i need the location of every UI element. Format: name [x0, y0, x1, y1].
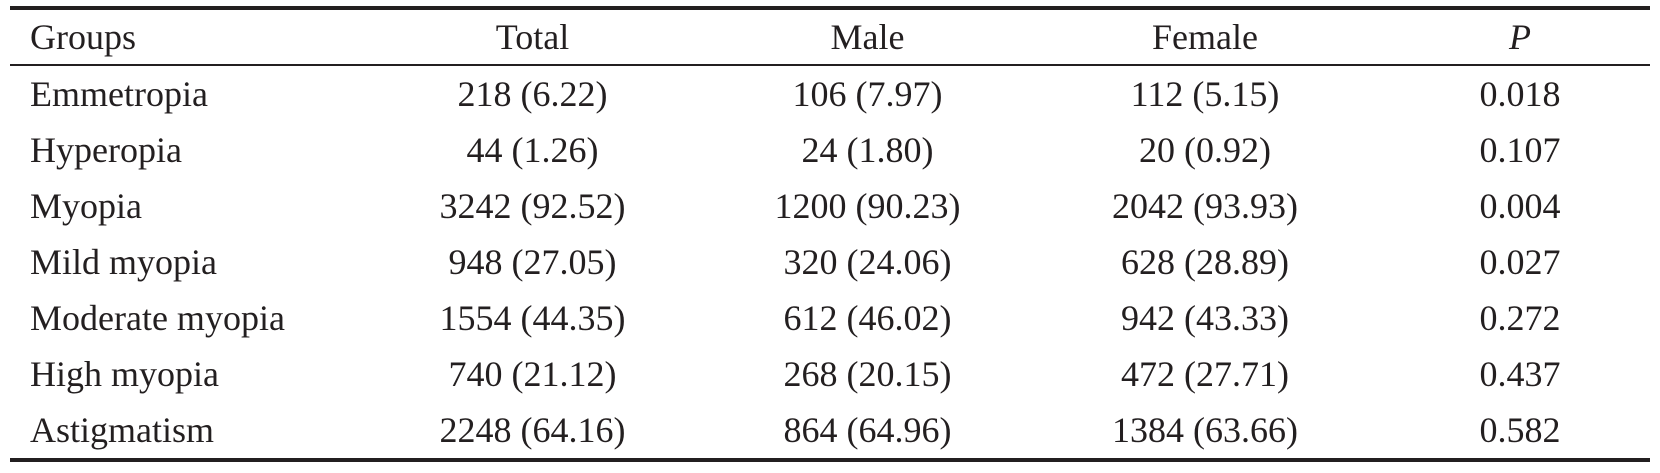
data-table-container: Groups Total Male Female P Emmetropia 21… [10, 6, 1650, 462]
cell-female: 942 (43.33) [1121, 298, 1289, 338]
table-row: Hyperopia 44 (1.26) 24 (1.80) 20 (0.92) … [10, 122, 1650, 178]
table-row: Astigmatism 2248 (64.16) 864 (64.96) 138… [10, 402, 1650, 460]
cell-female: 2042 (93.93) [1112, 186, 1298, 226]
table-row: Mild myopia 948 (27.05) 320 (24.06) 628 … [10, 234, 1650, 290]
cell-male: 320 (24.06) [783, 242, 952, 282]
cell-p-value: 0.437 [1479, 354, 1561, 394]
cell-p-value: 0.027 [1479, 242, 1561, 282]
cell-female: 472 (27.71) [1121, 354, 1289, 394]
cell-p-value: 0.004 [1479, 186, 1561, 226]
header-male: Male [830, 17, 905, 57]
row-group-label: High myopia [30, 354, 219, 394]
row-group-label: Hyperopia [30, 130, 182, 170]
row-group-label: Astigmatism [30, 410, 215, 450]
table-row: Emmetropia 218 (6.22) 106 (7.97) 112 (5.… [10, 65, 1650, 122]
cell-male: 268 (20.15) [783, 354, 952, 394]
header-female: Female [1152, 17, 1258, 57]
cell-male: 864 (64.96) [783, 410, 952, 450]
cell-male: 612 (46.02) [783, 298, 952, 338]
cell-male: 1200 (90.23) [774, 186, 961, 226]
cell-male: 106 (7.97) [792, 74, 943, 114]
cell-female: 628 (28.89) [1121, 242, 1289, 282]
cell-total: 1554 (44.35) [439, 298, 626, 338]
cell-p-value: 0.107 [1479, 130, 1561, 170]
table-row: High myopia 740 (21.12) 268 (20.15) 472 … [10, 346, 1650, 402]
cell-female: 20 (0.92) [1139, 130, 1271, 170]
cell-p-value: 0.272 [1479, 298, 1561, 338]
cell-male: 24 (1.80) [801, 130, 934, 170]
cell-p-value: 0.582 [1479, 410, 1561, 450]
cell-female: 112 (5.15) [1130, 74, 1280, 114]
cell-total: 218 (6.22) [457, 74, 608, 114]
refraction-table: Groups Total Male Female P Emmetropia 21… [10, 6, 1650, 462]
row-group-label: Mild myopia [30, 242, 217, 282]
cell-total: 948 (27.05) [448, 242, 617, 282]
cell-p-value: 0.018 [1479, 74, 1561, 114]
header-total: Total [495, 17, 570, 57]
header-groups: Groups [30, 17, 136, 57]
cell-total: 3242 (92.52) [439, 186, 626, 226]
header-row: Groups Total Male Female P [10, 8, 1650, 65]
table-row: Moderate myopia 1554 (44.35) 612 (46.02)… [10, 290, 1650, 346]
row-group-label: Myopia [30, 186, 142, 226]
cell-total: 44 (1.26) [466, 130, 599, 170]
row-group-label: Moderate myopia [30, 298, 285, 338]
cell-female: 1384 (63.66) [1112, 410, 1298, 450]
row-group-label: Emmetropia [30, 74, 208, 114]
cell-total: 2248 (64.16) [439, 410, 626, 450]
cell-total: 740 (21.12) [448, 354, 617, 394]
header-p-value: P [1509, 17, 1531, 57]
table-row: Myopia 3242 (92.52) 1200 (90.23) 2042 (9… [10, 178, 1650, 234]
